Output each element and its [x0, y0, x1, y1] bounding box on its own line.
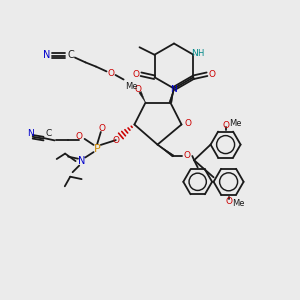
Polygon shape [158, 145, 174, 157]
Text: N: N [27, 129, 34, 138]
Text: Me: Me [232, 199, 244, 208]
Text: N: N [191, 49, 197, 58]
Text: O: O [225, 197, 232, 206]
Text: O: O [107, 69, 115, 78]
Text: N: N [170, 85, 177, 94]
Text: P: P [94, 143, 101, 154]
Text: O: O [209, 70, 216, 79]
Polygon shape [169, 88, 174, 103]
Text: C: C [46, 129, 52, 138]
Text: Me: Me [229, 118, 242, 127]
Text: O: O [184, 118, 192, 127]
Text: O: O [132, 70, 139, 79]
Text: H: H [197, 49, 203, 58]
Text: Me: Me [125, 82, 137, 91]
Text: O: O [222, 121, 229, 130]
Text: O: O [98, 124, 105, 133]
Text: N: N [43, 50, 50, 61]
Text: N: N [78, 156, 85, 166]
Text: C: C [67, 50, 74, 61]
Text: O: O [134, 85, 142, 94]
Text: O: O [76, 132, 83, 141]
Polygon shape [139, 92, 146, 103]
Text: O: O [112, 136, 119, 145]
Text: O: O [184, 152, 191, 160]
